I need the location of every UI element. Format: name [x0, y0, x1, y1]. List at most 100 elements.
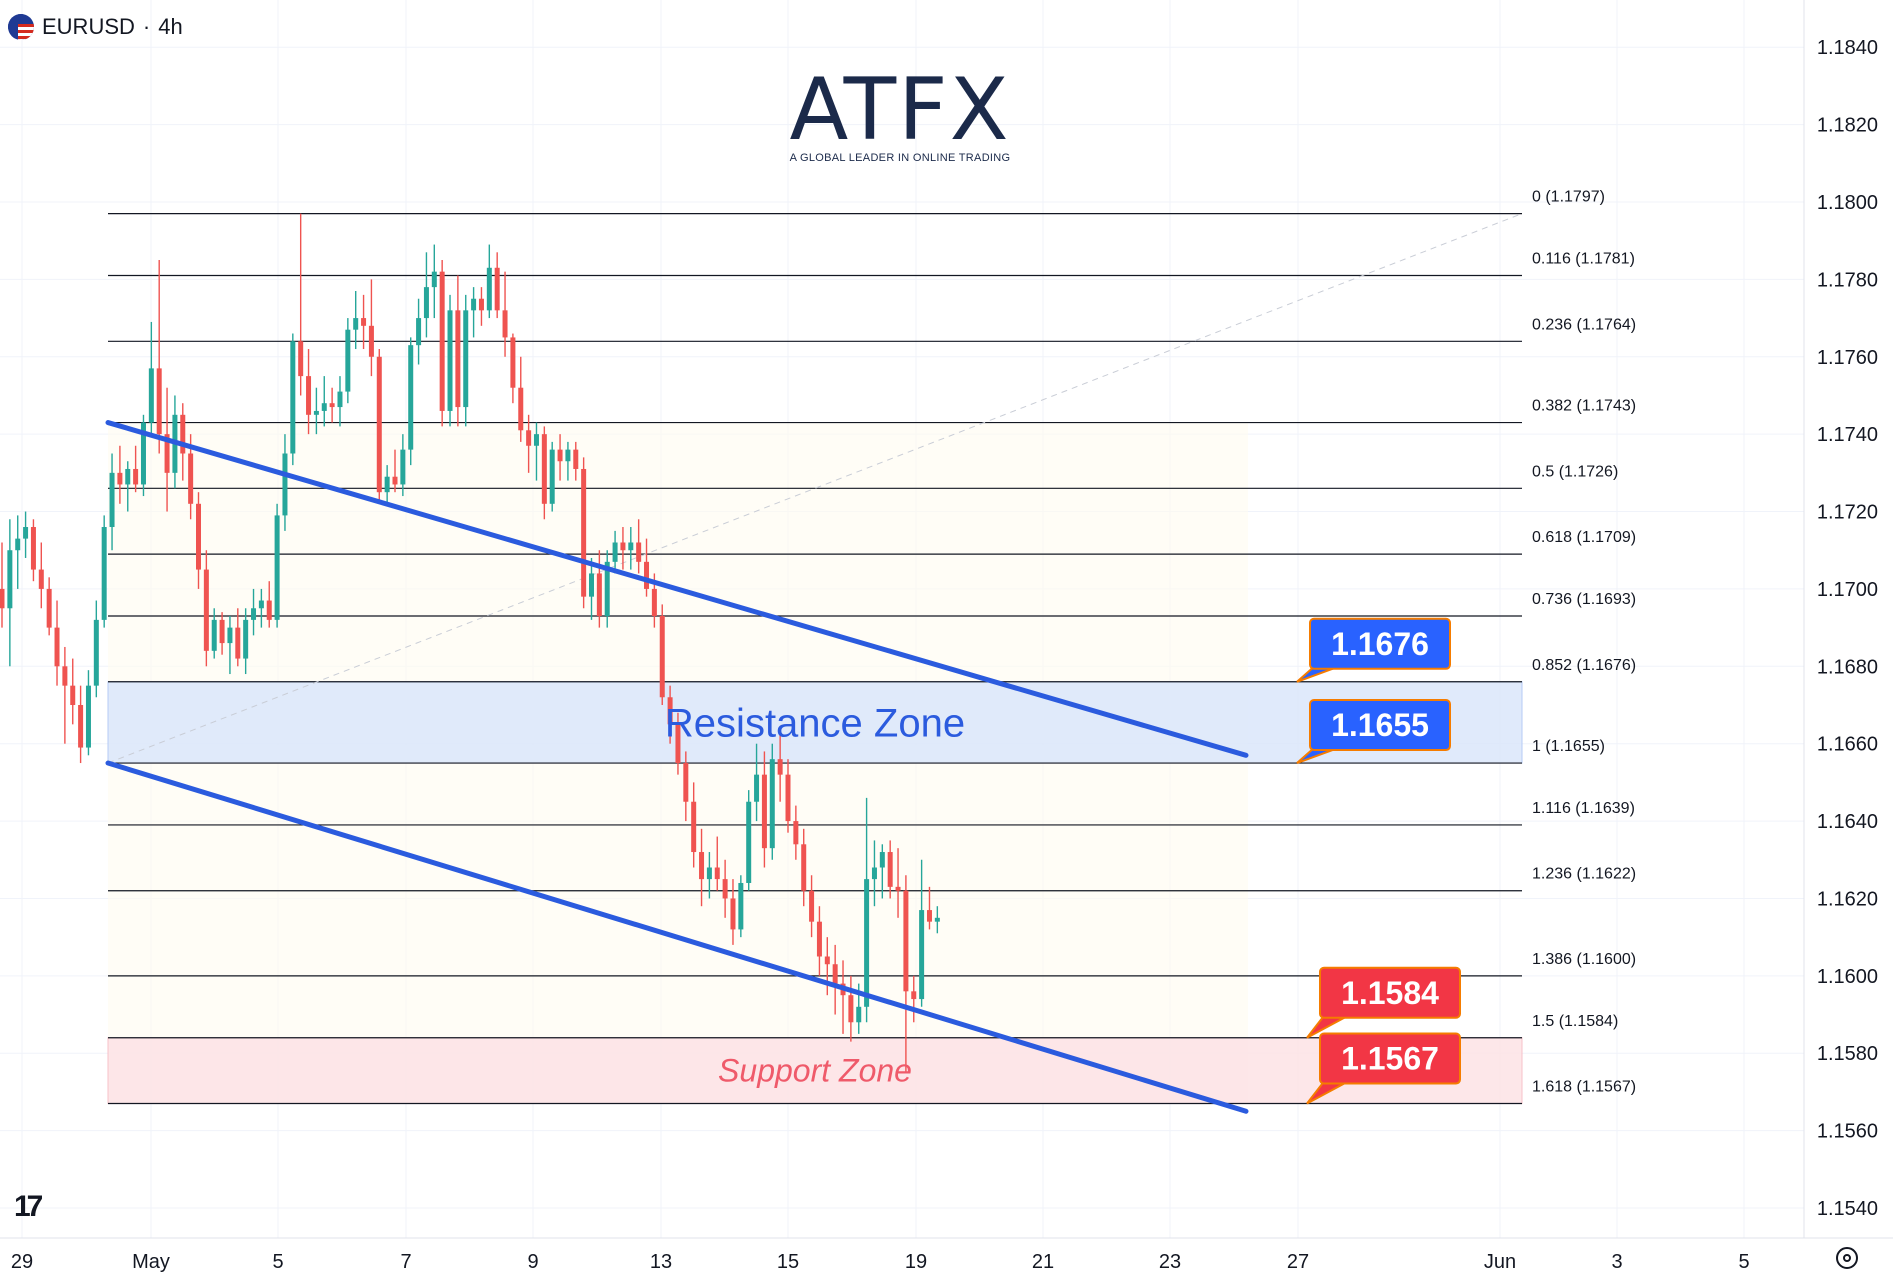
- candle-114: [895, 848, 901, 918]
- candle-26: [203, 550, 209, 667]
- price-callout-box-2: [1319, 966, 1461, 1019]
- price-tick-13: 1.1580: [1817, 1043, 1878, 1065]
- candle-47: [368, 279, 374, 377]
- price-callout-box-1: [1309, 699, 1451, 752]
- time-tick-13: 5: [1738, 1251, 1749, 1273]
- candle-54: [423, 252, 429, 338]
- candle-36: [282, 434, 288, 531]
- candle-body-81: [636, 542, 642, 562]
- candle-82: [644, 538, 650, 597]
- candle-9: [70, 658, 76, 725]
- candle-75: [589, 557, 594, 620]
- fib-label-12: 1.5 (1.1584): [1532, 1013, 1618, 1030]
- candle-body-3: [23, 527, 29, 539]
- candle-89: [699, 828, 705, 907]
- time-tick-1: May: [132, 1251, 170, 1273]
- candle-body-28: [219, 619, 225, 644]
- price-tick-4: 1.1760: [1817, 347, 1878, 369]
- candle-body-97: [761, 774, 767, 849]
- candle-body-94: [738, 882, 744, 930]
- candle-72: [565, 441, 571, 481]
- symbol-header[interactable]: EURUSD · 4h: [8, 12, 183, 42]
- candle-body-59: [463, 310, 469, 408]
- candle-body-45: [353, 318, 359, 330]
- candle-body-96: [754, 774, 760, 802]
- candle-51: [400, 434, 406, 497]
- tradingview-logo-icon[interactable]: 17: [14, 1190, 43, 1223]
- fib-label-11: 1.386 (1.1600): [1532, 951, 1636, 968]
- time-axis[interactable]: 29 May 5 7 9 13 15 19 21 23 27 Jun 3 5: [0, 1237, 1893, 1273]
- candle-body-47: [368, 325, 374, 357]
- candles: [0, 213, 940, 1073]
- candle-11: [85, 670, 91, 756]
- candle-body-43: [337, 391, 343, 408]
- candle-body-99: [777, 759, 783, 775]
- candle-108: [848, 975, 854, 1042]
- candle-13: [101, 515, 107, 628]
- candle-body-112: [879, 852, 885, 868]
- candle-90: [706, 852, 712, 899]
- candle-81: [636, 519, 642, 574]
- candle-76: [596, 550, 602, 628]
- candle-body-78: [612, 542, 618, 562]
- candle-body-6: [46, 588, 52, 628]
- price-tick-5: 1.1740: [1817, 424, 1878, 446]
- time-tick-10: 27: [1287, 1251, 1309, 1273]
- price-tick-11: 1.1620: [1817, 888, 1878, 910]
- candle-49: [384, 465, 390, 504]
- candle-body-115: [903, 890, 909, 992]
- candle-95: [746, 790, 752, 891]
- candle-86: [675, 712, 681, 775]
- candle-body-60: [471, 298, 477, 311]
- eur-usd-flag-icon: [8, 14, 34, 40]
- candle-103: [809, 875, 815, 938]
- fib-label-6: 0.736 (1.1693): [1532, 591, 1636, 608]
- candle-53: [416, 298, 422, 365]
- candle-8: [62, 646, 68, 744]
- candle-body-2: [15, 538, 21, 551]
- price-callouts: 1.1676 1.1655 1.1584 1.1567: [1296, 617, 1461, 1105]
- time-tick-2: 5: [272, 1251, 283, 1273]
- price-axis[interactable]: 1.1840 1.1820 1.1800 1.1780 1.1760 1.1740 1.17…: [1803, 0, 1878, 1238]
- candle-body-55: [431, 271, 437, 288]
- candle-body-100: [785, 774, 791, 822]
- candle-84: [659, 604, 665, 705]
- price-callout-2: 1.1584: [1306, 966, 1461, 1039]
- zone-box-0: [107, 681, 1523, 764]
- candle-113: [887, 840, 893, 899]
- candle-15: [117, 445, 123, 504]
- support-zone-label: Support Zone: [718, 1053, 912, 1089]
- candle-101: [793, 805, 799, 860]
- candle-80: [628, 527, 634, 570]
- time-tick-4: 9: [527, 1251, 538, 1273]
- price-callout-text-2: 1.1584: [1341, 975, 1439, 1011]
- candle-body-46: [361, 318, 367, 326]
- candle-body-110: [864, 879, 870, 1007]
- candle-12: [93, 600, 99, 698]
- candle-50: [392, 449, 398, 493]
- candle-91: [714, 836, 720, 891]
- candle-body-5: [38, 569, 44, 589]
- settings-icon[interactable]: [1836, 1247, 1858, 1269]
- candle-0: [0, 542, 5, 628]
- time-tick-3: 7: [400, 1251, 411, 1273]
- candle-93: [730, 879, 736, 945]
- candle-body-32: [251, 608, 257, 620]
- candle-71: [557, 434, 563, 481]
- candle-41: [321, 376, 327, 427]
- candle-67: [526, 414, 532, 473]
- resistance-zone-label: Resistance Zone: [665, 701, 965, 745]
- candle-body-4: [30, 527, 36, 570]
- candle-33: [258, 588, 264, 628]
- fib-label-1: 0.116 (1.1781): [1532, 251, 1635, 268]
- candle-body-84: [659, 616, 665, 698]
- candle-body-76: [596, 573, 602, 617]
- candle-10: [78, 685, 84, 764]
- candle-body-31: [243, 619, 249, 659]
- fibonacci-levels: 0 (1.1797) 0.116 (1.1781) 0.236 (1.1764) 0.…: [107, 189, 1636, 1105]
- candle-body-57: [447, 310, 453, 411]
- candle-body-73: [573, 449, 579, 469]
- candle-79: [620, 527, 626, 570]
- candle-body-14: [109, 472, 115, 528]
